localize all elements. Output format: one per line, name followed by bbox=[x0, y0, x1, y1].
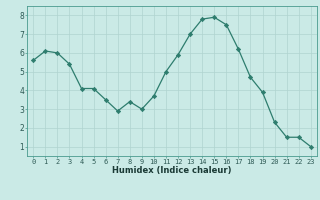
X-axis label: Humidex (Indice chaleur): Humidex (Indice chaleur) bbox=[112, 166, 232, 175]
